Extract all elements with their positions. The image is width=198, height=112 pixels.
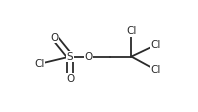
- Text: Cl: Cl: [126, 26, 137, 36]
- Text: S: S: [67, 52, 73, 62]
- Text: O: O: [66, 74, 74, 84]
- Text: Cl: Cl: [34, 59, 45, 69]
- Text: O: O: [50, 33, 59, 43]
- Text: Cl: Cl: [151, 40, 161, 50]
- Text: O: O: [84, 52, 92, 62]
- Text: Cl: Cl: [151, 65, 161, 75]
